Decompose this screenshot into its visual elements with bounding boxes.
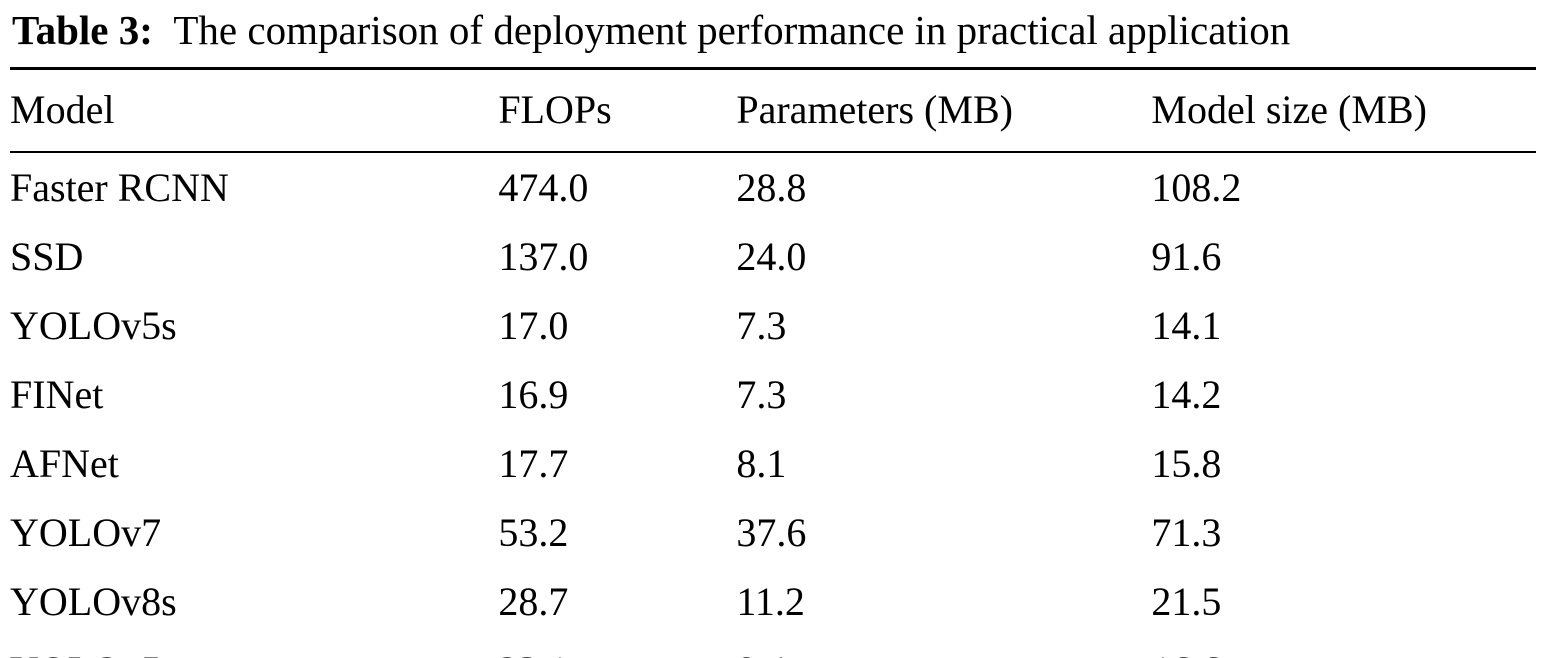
cell-flops: 474.0: [498, 165, 589, 211]
cell-model-size: 14.1: [1151, 303, 1222, 349]
cell-model-size: 91.6: [1151, 234, 1222, 280]
cell-flops: 16.9: [498, 372, 569, 418]
table-row: YOLOv5 + ours 23.1 8.4 16.6: [10, 636, 1536, 658]
cell-flops: 23.1: [498, 636, 736, 658]
table-caption-body: The comparison of deployment performance…: [173, 7, 1291, 53]
cell-parameters: 37.6: [736, 510, 807, 556]
table-row: FINet 16.9 7.3 14.2: [10, 360, 1536, 429]
cell-model-size: 16.6: [1151, 636, 1536, 658]
table-row: AFNet 17.7 8.1 15.8: [10, 429, 1536, 498]
cell-model: SSD: [10, 234, 84, 280]
cell-model: AFNet: [10, 441, 119, 487]
cell-parameters: 7.3: [736, 372, 787, 418]
cell-flops: 17.7: [498, 441, 569, 487]
cell-model: Faster RCNN: [10, 165, 229, 211]
comparison-table: Model FLOPs Parameters (MB) Model size (…: [10, 67, 1536, 658]
header-flops: FLOPs: [498, 68, 737, 154]
table-row: YOLOv7 53.2 37.6 71.3: [10, 498, 1536, 567]
cell-model-size: 15.8: [1151, 441, 1222, 487]
header-parameters: Parameters (MB): [736, 68, 1152, 154]
table-row: YOLOv5s 17.0 7.3 14.1: [10, 291, 1536, 360]
cell-flops: 17.0: [498, 303, 569, 349]
cell-parameters: 8.4: [736, 636, 1151, 658]
cell-flops: 53.2: [498, 510, 569, 556]
cell-parameters: 7.3: [736, 303, 787, 349]
cell-parameters: 8.1: [736, 441, 787, 487]
cell-parameters: 11.2: [736, 579, 805, 625]
cell-model-size: 21.5: [1151, 579, 1222, 625]
cell-parameters: 28.8: [736, 165, 807, 211]
cell-model-size: 108.2: [1151, 165, 1242, 211]
cell-model: FINet: [10, 372, 104, 418]
table-body: Faster RCNN 474.0 28.8 108.2 SSD 137.0 2…: [10, 152, 1536, 658]
cell-model: YOLOv8s: [10, 579, 177, 625]
table-row: YOLOv8s 28.7 11.2 21.5: [10, 567, 1536, 636]
table-row: SSD 137.0 24.0 91.6: [10, 222, 1536, 291]
cell-model: YOLOv5s: [10, 303, 177, 349]
cell-model: YOLOv5 + ours: [10, 636, 498, 658]
header-model-size: Model size (MB): [1151, 68, 1536, 154]
header-row: Model FLOPs Parameters (MB) Model size (…: [10, 68, 1536, 154]
cell-flops: 137.0: [498, 234, 589, 280]
table-caption-text: [163, 7, 173, 53]
table-header: Model FLOPs Parameters (MB) Model size (…: [10, 68, 1536, 154]
header-model: Model: [10, 68, 499, 154]
table-caption: Table 3: The comparison of deployment pe…: [10, 2, 1536, 67]
cell-model-size: 71.3: [1151, 510, 1222, 556]
table-caption-label: Table 3:: [12, 7, 153, 53]
table-row: Faster RCNN 474.0 28.8 108.2: [10, 152, 1536, 222]
cell-model: YOLOv7: [10, 510, 162, 556]
cell-model-size: 14.2: [1151, 372, 1222, 418]
cell-flops: 28.7: [498, 579, 569, 625]
cell-parameters: 24.0: [736, 234, 807, 280]
